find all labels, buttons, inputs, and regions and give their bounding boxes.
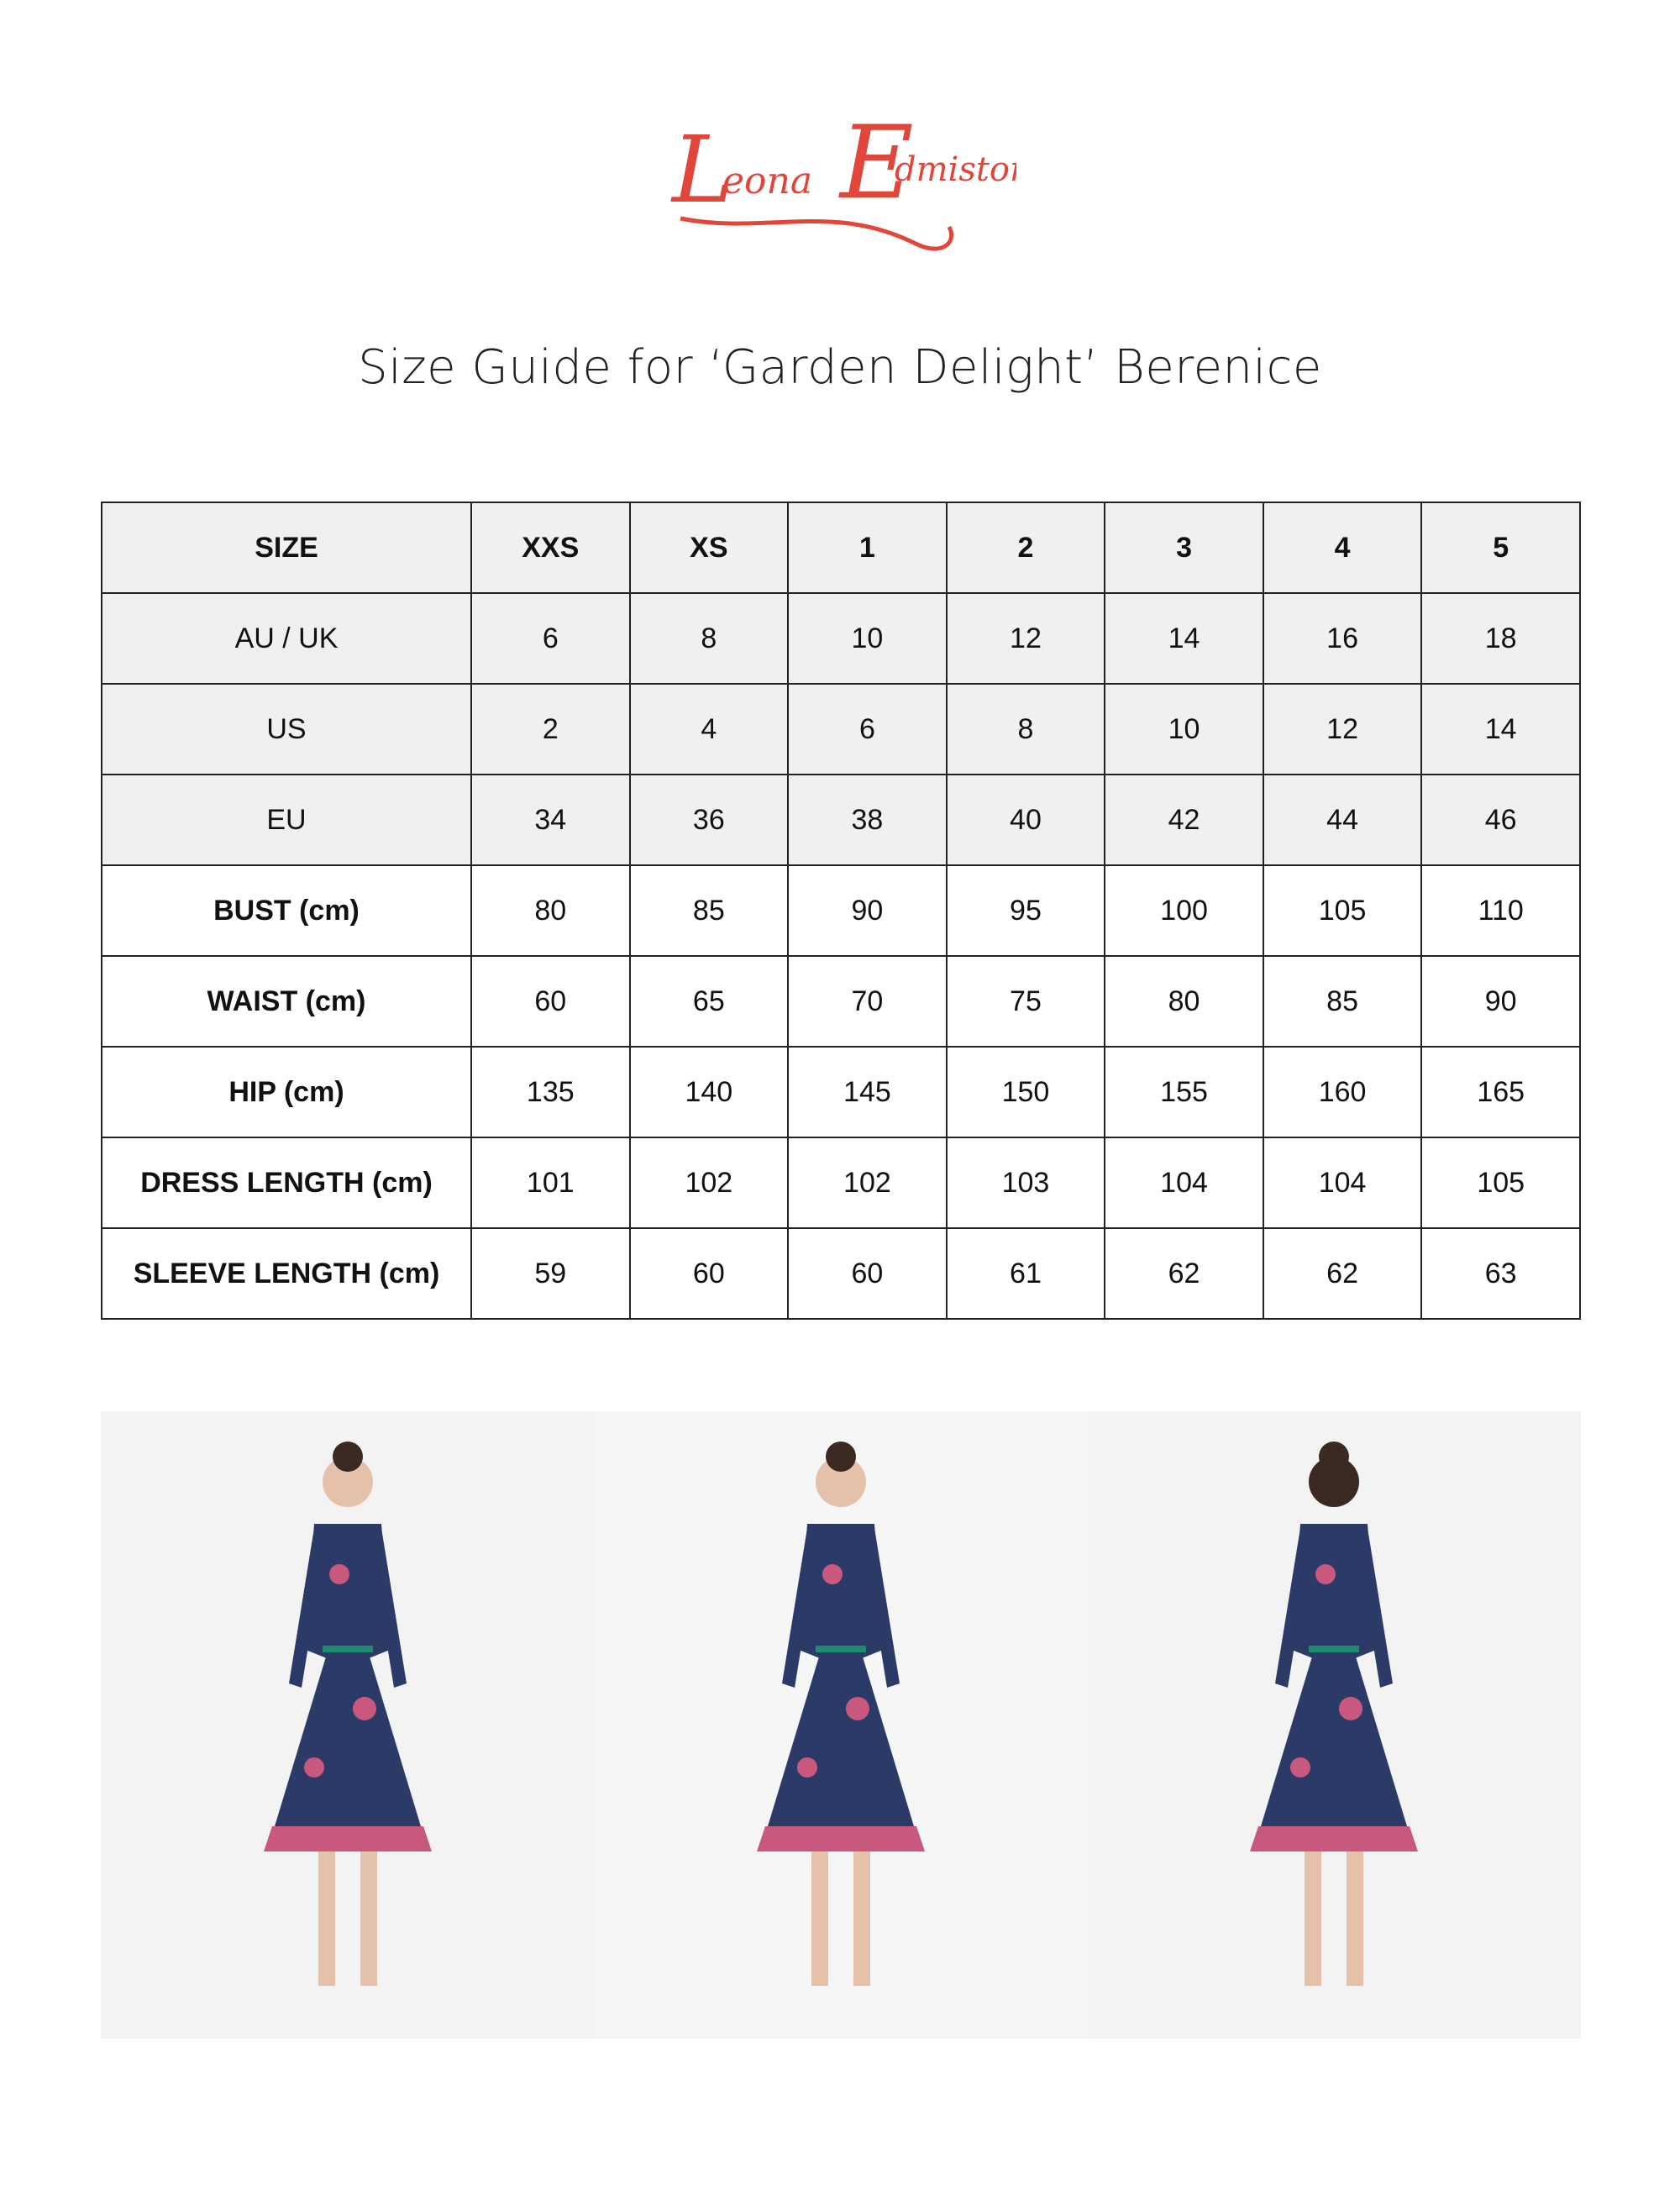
table-cell: 85 [628,864,790,957]
table-cell: 60 [787,1227,948,1320]
table-cell: 59 [470,1227,631,1320]
table-cell: 101 [470,1137,631,1229]
table-cell: 90 [1420,955,1581,1048]
table-row: DRESS LENGTH (cm) 101 102 102 103 104 104 105 [101,1137,1581,1229]
table-cell: 44 [1262,774,1423,866]
table-cell: 90 [787,864,948,957]
table-cell: 36 [628,774,790,866]
table-cell: 65 [628,955,790,1048]
page-title: Size Guide for ‘Garden Delight’ Berenice [358,340,1322,395]
svg-text:L: L [670,116,733,223]
photo-back-view [1087,1411,1581,2039]
table-cell: 8 [945,683,1106,775]
table-cell: 10 [787,592,948,685]
row-label: HIP (cm) [101,1046,472,1138]
table-cell: 80 [1104,955,1264,1048]
header-cell: 1 [787,502,948,594]
table-cell: 40 [945,774,1106,866]
header-label-cell: SIZE [101,502,472,594]
table-cell: 63 [1420,1227,1581,1320]
table-row: EU 34 36 38 40 42 44 46 [101,774,1581,866]
table-row: SLEEVE LENGTH (cm) 59 60 60 61 62 62 63 [101,1227,1581,1320]
table-cell: 12 [945,592,1106,685]
table-cell: 38 [787,774,948,866]
table-cell: 6 [787,683,948,775]
table-cell: 62 [1262,1227,1423,1320]
table-cell: 135 [470,1046,631,1138]
table-cell: 155 [1104,1046,1264,1138]
table-cell: 62 [1104,1227,1264,1320]
table-cell: 61 [945,1227,1106,1320]
table-row: HIP (cm) 135 140 145 150 155 160 165 [101,1046,1581,1138]
svg-text:E: E [838,105,914,222]
header-cell: 3 [1104,502,1264,594]
model-figure [756,1441,925,1986]
table-cell: 2 [470,683,631,775]
table-cell: 14 [1420,683,1581,775]
table-cell: 4 [628,683,790,775]
brand-logo: L eona E dmiston [664,92,1032,277]
photo-side-view [594,1411,1088,2039]
model-figure [1250,1441,1419,1986]
row-label: AU / UK [101,592,472,685]
model-figure [263,1441,432,1986]
table-cell: 102 [787,1137,948,1229]
table-cell: 103 [945,1137,1106,1229]
table-cell: 105 [1420,1137,1581,1229]
row-label: WAIST (cm) [101,955,472,1048]
table-cell: 150 [945,1046,1106,1138]
table-row: US 2 4 6 8 10 12 14 [101,683,1581,775]
table-cell: 34 [470,774,631,866]
header-cell: 4 [1262,502,1423,594]
table-cell: 85 [1262,955,1423,1048]
svg-text:dmiston: dmiston [895,150,1016,189]
table-cell: 6 [470,592,631,685]
table-cell: 10 [1104,683,1264,775]
table-cell: 18 [1420,592,1581,685]
row-label: EU [101,774,472,866]
size-table: SIZE XXS XS 1 2 3 4 5 AU / UK 6 8 10 12 14 16 18 US 2 4 6 8 1… [101,502,1581,1320]
table-cell: 12 [1262,683,1423,775]
header-cell: 5 [1420,502,1581,594]
photo-front-view [101,1411,595,2039]
table-cell: 100 [1104,864,1264,957]
table-cell: 16 [1262,592,1423,685]
table-cell: 46 [1420,774,1581,866]
table-cell: 60 [628,1227,790,1320]
table-cell: 75 [945,955,1106,1048]
header-cell: XXS [470,502,631,594]
header-cell: 2 [945,502,1106,594]
svg-text:eona: eona [722,160,812,202]
table-cell: 165 [1420,1046,1581,1138]
table-cell: 60 [470,955,631,1048]
table-cell: 14 [1104,592,1264,685]
table-row: WAIST (cm) 60 65 70 75 80 85 90 [101,955,1581,1048]
table-cell: 95 [945,864,1106,957]
table-cell: 140 [628,1046,790,1138]
table-cell: 105 [1262,864,1423,957]
header-cell: XS [628,502,790,594]
table-cell: 70 [787,955,948,1048]
row-label: US [101,683,472,775]
table-header-row: SIZE XXS XS 1 2 3 4 5 [101,502,1581,594]
table-cell: 104 [1262,1137,1423,1229]
row-label: BUST (cm) [101,864,472,957]
row-label: SLEEVE LENGTH (cm) [101,1227,472,1320]
table-cell: 145 [787,1046,948,1138]
table-cell: 104 [1104,1137,1264,1229]
table-cell: 8 [628,592,790,685]
row-label: DRESS LENGTH (cm) [101,1137,472,1229]
table-cell: 110 [1420,864,1581,957]
table-cell: 102 [628,1137,790,1229]
table-row: AU / UK 6 8 10 12 14 16 18 [101,592,1581,685]
table-cell: 42 [1104,774,1264,866]
product-photos [101,1411,1581,2039]
table-cell: 80 [470,864,631,957]
table-row: BUST (cm) 80 85 90 95 100 105 110 [101,864,1581,957]
table-cell: 160 [1262,1046,1423,1138]
